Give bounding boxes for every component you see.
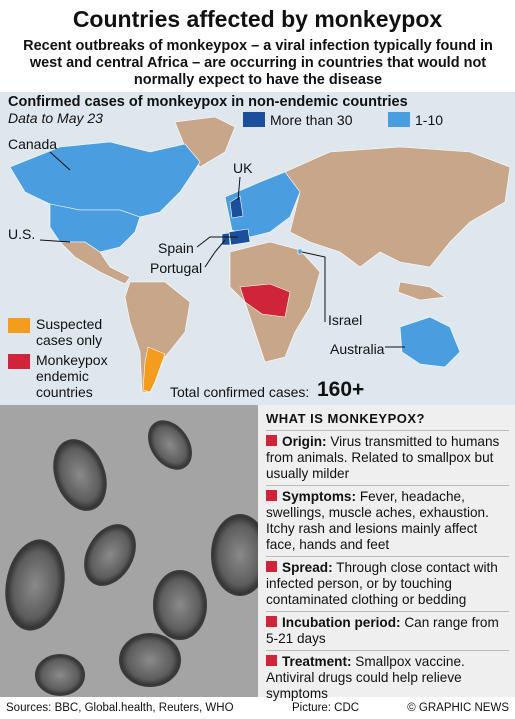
australia [399, 316, 461, 368]
info-item: Spread: Through close contact with infec… [266, 556, 509, 611]
title: Countries affected by monkeypox [72, 6, 443, 32]
israel [297, 248, 303, 255]
legend-swatch [8, 354, 30, 369]
leader-line [204, 239, 226, 268]
usa [49, 203, 141, 253]
map-title: Confirmed cases of monkeypox in non-ende… [8, 94, 408, 110]
info-heading: Symptoms: [282, 489, 357, 504]
indonesia [397, 281, 446, 301]
country-label: Israel [328, 312, 363, 328]
picture-credit: Picture: CDC [292, 702, 360, 714]
sources: Sources: BBC, Global.health, Reuters, WH… [6, 702, 234, 714]
total-label: Total confirmed cases: [170, 384, 310, 400]
info-title: WHAT IS MONKEYPOX? [266, 411, 425, 426]
info-text: Fever, headache, swellings, muscle aches… [266, 489, 489, 552]
info-item: Incubation period: Can range from 5-21 d… [266, 611, 509, 650]
info-text: Smallpox vaccine. Antiviral drugs could … [266, 654, 465, 701]
info-item: Symptoms: Fever, headache, swellings, mu… [266, 485, 509, 556]
info-panel: WHAT IS MONKEYPOX? Origin: Virus transmi… [258, 405, 515, 701]
info-heading: Origin: [282, 434, 327, 449]
info-item: Origin: Virus transmitted to humans from… [266, 430, 509, 485]
info-text: Through close contact with infected pers… [266, 560, 498, 607]
footer: Sources: BBC, Global.health, Reuters, WH… [0, 697, 515, 719]
spain [228, 228, 251, 246]
total-value: 160+ [317, 378, 365, 401]
legend-label: Suspected cases only [36, 316, 103, 348]
info-heading: Treatment: [282, 654, 352, 669]
country-label: Canada [8, 136, 58, 152]
credit: © GRAPHIC NEWS [407, 702, 509, 714]
legend-swatch [388, 112, 410, 127]
argentina [142, 346, 166, 393]
map-subtitle: Data to May 23 [8, 110, 103, 126]
leader-line [301, 251, 326, 322]
legend-label: 1-10 [415, 112, 444, 128]
info-text: Can range from 5-21 days [266, 615, 499, 646]
country-label: Australia [330, 341, 385, 357]
info-heading: Incubation period: [282, 615, 401, 630]
endemic-region [239, 283, 291, 318]
country-label: U.S. [8, 226, 36, 242]
central-america [59, 241, 131, 285]
leader-line [237, 176, 241, 201]
leader-line [196, 236, 238, 248]
leader-line [39, 239, 71, 243]
legend-label: Monkeypox endemic countries [36, 352, 108, 400]
subtitle: Recent outbreaks of monkeypox – a viral … [23, 38, 493, 88]
world-map [0, 92, 515, 405]
leader-line [49, 151, 71, 171]
microscope-photo [0, 405, 258, 697]
asia [284, 146, 511, 268]
info-heading: Spread: [282, 560, 333, 575]
legend-swatch [8, 318, 30, 333]
info-item: Treatment: Smallpox vaccine. Antiviral d… [266, 650, 509, 705]
portugal [221, 232, 231, 246]
uk [229, 195, 244, 219]
country-label: Portugal [150, 260, 203, 276]
legend-swatch [243, 112, 265, 127]
country-label: UK [233, 160, 253, 176]
legend-label: More than 30 [270, 112, 353, 128]
info-text: Virus transmitted to humans from animals… [266, 434, 500, 481]
country-label: Spain [158, 240, 194, 256]
